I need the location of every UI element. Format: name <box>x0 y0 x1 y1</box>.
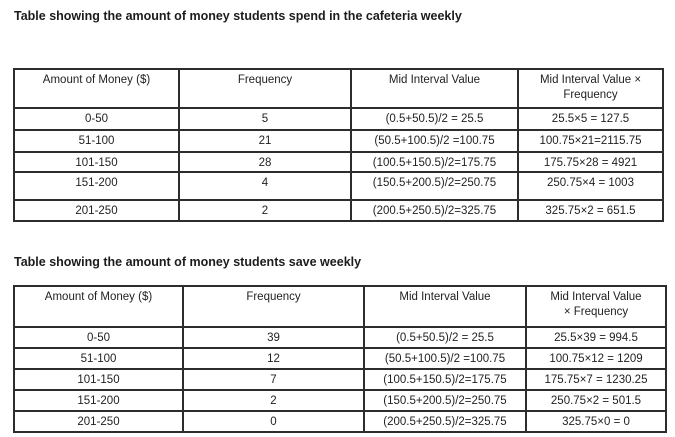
save-table-block: Table showing the amount of money studen… <box>13 254 667 433</box>
table-cell: 0-50 <box>13 326 184 349</box>
save-table-body: 0-50 39 (0.5+50.5)/2 = 25.5 25.5×39 = 994.5… <box>13 326 667 433</box>
table-cell: 250.75×2 = 501.5 <box>525 389 667 412</box>
table-cell: 325.75×2 = 651.5 <box>517 199 664 222</box>
table-cell: 0-50 <box>13 107 180 131</box>
table-cell: 0 <box>182 410 365 433</box>
table-cell: 2 <box>182 389 365 412</box>
header-frequency: Frequency <box>178 68 352 109</box>
table-cell: 25.5×39 = 994.5 <box>525 326 667 349</box>
table-row: 151-200 4 (150.5+200.5)/2=250.75 250.75×4 =… <box>13 171 664 201</box>
table-cell: 201-250 <box>13 410 184 433</box>
spend-table-header: Amount of Money ($) Frequency Mid Interv… <box>13 68 664 109</box>
table-cell: 21 <box>178 129 352 153</box>
table-row: 51-100 12 (50.5+100.5)/2 =100.75 100.75×12 … <box>13 347 667 370</box>
header-frequency: Frequency <box>182 285 365 328</box>
table-cell: 4 <box>178 171 352 201</box>
table-cell: (0.5+50.5)/2 = 25.5 <box>350 107 519 131</box>
table-cell: 5 <box>178 107 352 131</box>
spend-table-body: 0-50 5 (0.5+50.5)/2 = 25.5 25.5×5 = 127.5 51… <box>13 107 664 222</box>
table-cell: 12 <box>182 347 365 370</box>
table-cell: (150.5+200.5)/2=250.75 <box>350 171 519 201</box>
save-table-header: Amount of Money ($) Frequency Mid Interv… <box>13 285 667 328</box>
table-row: 0-50 5 (0.5+50.5)/2 = 25.5 25.5×5 = 127.5 <box>13 107 664 131</box>
header-mid-interval-times-frequency: Mid Interval Value × Frequency <box>525 285 667 328</box>
table-cell: 175.75×7 = 1230.25 <box>525 368 667 391</box>
header-row: Amount of Money ($) Frequency Mid Interv… <box>13 285 667 328</box>
table-row: 101-150 7 (100.5+150.5)/2=175.75 175.75×7 =… <box>13 368 667 391</box>
save-table: Amount of Money ($) Frequency Mid Interv… <box>13 285 667 433</box>
table-cell: (50.5+100.5)/2 =100.75 <box>350 129 519 153</box>
table-cell: (50.5+100.5)/2 =100.75 <box>363 347 527 370</box>
table-cell: (150.5+200.5)/2=250.75 <box>363 389 527 412</box>
table-cell: 325.75×0 = 0 <box>525 410 667 433</box>
table-cell: 7 <box>182 368 365 391</box>
table-cell: (200.5+250.5)/2=325.75 <box>350 199 519 222</box>
table-cell: 101-150 <box>13 151 180 173</box>
header-mid-interval-value: Mid Interval Value <box>363 285 527 328</box>
header-mid-interval-times-frequency: Mid Interval Value × Frequency <box>517 68 664 109</box>
table-cell: 100.75×21=2115.75 <box>517 129 664 153</box>
header-row: Amount of Money ($) Frequency Mid Interv… <box>13 68 664 109</box>
save-table-title: Table showing the amount of money studen… <box>14 255 362 269</box>
table-cell: 201-250 <box>13 199 180 222</box>
table-cell: 151-200 <box>13 171 180 201</box>
table-cell: 51-100 <box>13 347 184 370</box>
table-cell: (0.5+50.5)/2 = 25.5 <box>363 326 527 349</box>
header-amount-of-money: Amount of Money ($) <box>13 68 180 109</box>
table-cell: (200.5+250.5)/2=325.75 <box>363 410 527 433</box>
table-cell: 151-200 <box>13 389 184 412</box>
table-cell: 101-150 <box>13 368 184 391</box>
table-row: 201-250 2 (200.5+250.5)/2=325.75 325.75×2 =… <box>13 199 664 222</box>
table-cell: 2 <box>178 199 352 222</box>
table-row: 101-150 28 (100.5+150.5)/2=175.75 175.75×28… <box>13 151 664 173</box>
spend-table-title: Table showing the amount of money studen… <box>14 9 462 23</box>
table-row: 51-100 21 (50.5+100.5)/2 =100.75 100.75×21=… <box>13 129 664 153</box>
table-cell: 250.75×4 = 1003 <box>517 171 664 201</box>
spend-table-block: Table showing the amount of money studen… <box>13 8 664 222</box>
table-cell: 100.75×12 = 1209 <box>525 347 667 370</box>
table-cell: 28 <box>178 151 352 173</box>
table-cell: (100.5+150.5)/2=175.75 <box>350 151 519 173</box>
table-cell: 39 <box>182 326 365 349</box>
table-row: 151-200 2 (150.5+200.5)/2=250.75 250.75×2 =… <box>13 389 667 412</box>
table-row: 0-50 39 (0.5+50.5)/2 = 25.5 25.5×39 = 994.5 <box>13 326 667 349</box>
header-mid-interval-value: Mid Interval Value <box>350 68 519 109</box>
header-amount-of-money: Amount of Money ($) <box>13 285 184 328</box>
table-cell: (100.5+150.5)/2=175.75 <box>363 368 527 391</box>
table-cell: 51-100 <box>13 129 180 153</box>
table-cell: 25.5×5 = 127.5 <box>517 107 664 131</box>
spend-table: Amount of Money ($) Frequency Mid Interv… <box>13 68 664 222</box>
table-row: 201-250 0 (200.5+250.5)/2=325.75 325.75×0 =… <box>13 410 667 433</box>
table-cell: 175.75×28 = 4921 <box>517 151 664 173</box>
